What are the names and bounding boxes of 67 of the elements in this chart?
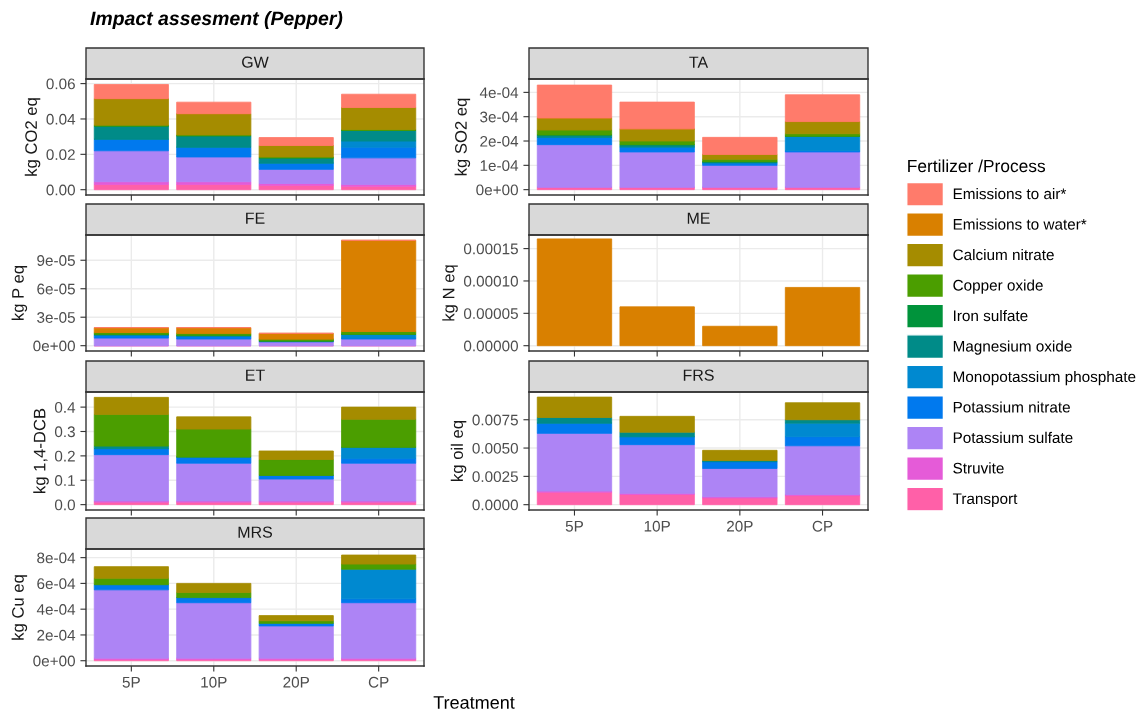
y-tick-label: 0.06 xyxy=(46,78,75,90)
y-tick-label: 0.2 xyxy=(54,450,75,462)
y-tick-label: 0.4 xyxy=(54,401,76,413)
chart-title: ME xyxy=(687,212,710,224)
legend-label: Potassium sulfate xyxy=(953,431,1073,444)
legend-label: Struvite xyxy=(953,462,1004,474)
x-tick-label: CP xyxy=(812,520,833,532)
x-axis-title: Treatment xyxy=(433,696,515,709)
y-tick-label: 4e-04 xyxy=(36,604,76,615)
y-tick-label: 3e-05 xyxy=(37,312,75,323)
y-tick-label: 0.02 xyxy=(46,149,75,161)
x-tick-label: 5P xyxy=(565,520,584,532)
y-tick-label: 2e-04 xyxy=(480,135,519,147)
y-axis-title: kg Cu eq xyxy=(11,575,28,640)
chart-title: ET xyxy=(246,369,265,381)
y-tick-label: 0.0 xyxy=(54,499,75,511)
y-tick-label: 3e-04 xyxy=(480,111,519,123)
legend-label: Iron sulfate xyxy=(953,309,1028,322)
x-tick-label: 5P xyxy=(122,676,140,688)
y-tick-label: 0.00000 xyxy=(463,340,518,352)
x-tick-label: 10P xyxy=(201,676,227,688)
y-tick-label: 6e-04 xyxy=(37,578,76,590)
y-tick-label: 0.1 xyxy=(54,475,75,486)
x-tick-label: CP xyxy=(368,676,389,688)
y-axis-title: kg 1,4-DCB xyxy=(33,408,49,493)
y-tick-label: 0e+00 xyxy=(476,184,518,196)
y-tick-label: 0.00010 xyxy=(463,275,518,287)
y-axis-title: kg SO2 eq xyxy=(454,98,471,176)
y-tick-label: 0.04 xyxy=(46,113,76,125)
y-tick-label: 0.00015 xyxy=(463,243,518,255)
chart-title: FE xyxy=(246,212,265,224)
y-tick-label: 0.0025 xyxy=(472,471,518,483)
y-tick-label: 9e-05 xyxy=(37,255,75,266)
y-axis-title: kg P eq xyxy=(11,265,28,320)
legend-label: Transport xyxy=(952,493,1018,508)
text: Impact assesment (Pepper) xyxy=(90,10,343,30)
y-tick-label: 8e-04 xyxy=(37,552,76,564)
legend-label: Potassium nitrate xyxy=(953,401,1070,413)
legend-label: Magnesium oxide xyxy=(953,340,1072,355)
y-tick-label: 0.0050 xyxy=(472,442,518,454)
x-tick-label: 20P xyxy=(283,676,310,688)
y-tick-label: 0.00 xyxy=(46,184,75,196)
y-tick-label: 6e-05 xyxy=(37,283,75,295)
y-axis-title: kg oil eq xyxy=(450,421,467,481)
y-tick-label: 0e+00 xyxy=(33,655,75,667)
legend-label: Emissions to air* xyxy=(953,188,1067,200)
legend-label: Monopotassium phosphate xyxy=(953,370,1136,386)
y-tick-label: 0.3 xyxy=(54,426,75,438)
x-tick-label: 10P xyxy=(644,520,670,532)
legend-label: Copper oxide xyxy=(953,279,1043,294)
y-tick-label: 4e-04 xyxy=(479,87,519,99)
legend-title: Fertilizer /Process xyxy=(908,159,1046,173)
y-tick-label: 0e+00 xyxy=(33,340,75,352)
y-axis-title: kg N eq xyxy=(442,265,458,321)
legend-label: Calcium nitrate xyxy=(953,248,1054,261)
y-tick-label: 0.0075 xyxy=(472,414,518,426)
y-tick-label: 0.0000 xyxy=(472,499,518,511)
y-tick-label: 1e-04 xyxy=(480,160,519,172)
x-tick-label: 20P xyxy=(727,520,753,532)
chart-title: TA xyxy=(689,56,709,68)
y-tick-label: 2e-04 xyxy=(37,629,76,641)
y-tick-label: 0.00005 xyxy=(463,308,518,320)
chart-title: GW xyxy=(242,56,269,68)
chart-title: MRS xyxy=(238,526,273,538)
y-axis-title: kg CO2 eq xyxy=(24,98,41,176)
chart-title: FRS xyxy=(683,369,714,381)
legend-label: Emissions to water* xyxy=(953,218,1087,230)
